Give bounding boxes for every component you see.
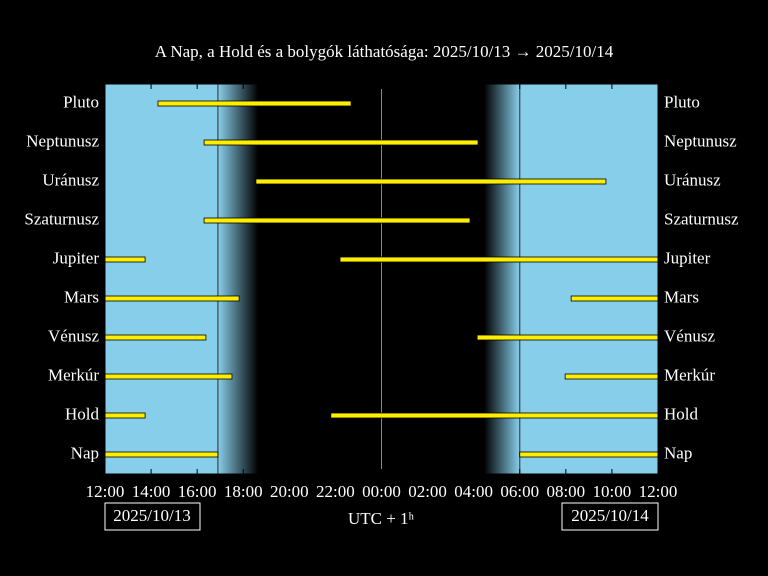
visibility-bar: [476, 334, 659, 341]
row-label: Merkúr: [48, 365, 99, 384]
row-label: Vénusz: [48, 326, 99, 345]
row-label: Neptunusz: [664, 131, 737, 150]
x-tick-label: 12:00: [639, 482, 678, 501]
row-label: Nap: [71, 443, 99, 462]
x-tick-label: 18:00: [224, 482, 263, 501]
row-label: Neptunusz: [26, 131, 99, 150]
row-label: Uránusz: [664, 170, 721, 189]
dawn: [484, 84, 520, 474]
chart-title: A Nap, a Hold és a bolygók láthatósága: …: [155, 42, 614, 61]
row-label: Nap: [664, 443, 692, 462]
day: [519, 84, 658, 474]
x-tick-label: 10:00: [593, 482, 632, 501]
x-tick-label: 12:00: [86, 482, 125, 501]
visibility-bar: [519, 451, 659, 458]
row-label: Pluto: [664, 92, 700, 111]
x-tick-label: 16:00: [178, 482, 217, 501]
row-label: Uránusz: [42, 170, 99, 189]
row-label: Jupiter: [664, 248, 711, 267]
visibility-bar: [330, 412, 659, 419]
date-box: [561, 502, 659, 531]
visibility-bar: [104, 373, 233, 380]
visibility-bar: [104, 412, 146, 419]
row-label: Merkúr: [664, 365, 715, 384]
visibility-bar: [203, 139, 479, 146]
dusk: [217, 84, 259, 474]
plot-frame: [104, 83, 659, 475]
end-date: 2025/10/14: [571, 506, 649, 525]
x-tick-label: 08:00: [546, 482, 585, 501]
visibility-bar: [104, 295, 240, 302]
visibility-bar: [104, 451, 219, 458]
date-box: [104, 502, 201, 531]
visibility-bar: [570, 295, 659, 302]
x-tick-label: 06:00: [500, 482, 539, 501]
day: [105, 84, 218, 474]
row-label: Szaturnusz: [24, 209, 99, 228]
row-label: Mars: [64, 287, 99, 306]
visibility-bar: [339, 256, 659, 263]
visibility-bar: [104, 256, 146, 263]
x-tick-label: 22:00: [316, 482, 355, 501]
row-label: Vénusz: [664, 326, 715, 345]
visibility-bar: [157, 100, 352, 107]
row-label: Jupiter: [53, 248, 100, 267]
row-label: Hold: [664, 404, 699, 423]
x-tick-label: 00:00: [362, 482, 401, 501]
row-label: Szaturnusz: [664, 209, 739, 228]
visibility-bar: [203, 217, 471, 224]
visibility-bar: [255, 178, 607, 185]
row-label: Hold: [65, 404, 100, 423]
x-axis-label: UTC + 1ʰ: [348, 509, 415, 528]
start-date: 2025/10/13: [113, 506, 190, 525]
row-label: Mars: [664, 287, 699, 306]
x-tick-label: 04:00: [454, 482, 493, 501]
x-tick-label: 14:00: [132, 482, 171, 501]
x-tick-label: 20:00: [270, 482, 309, 501]
row-label: Pluto: [63, 92, 99, 111]
visibility-bar: [104, 334, 207, 341]
x-tick-label: 02:00: [408, 482, 447, 501]
visibility-bar: [564, 373, 659, 380]
